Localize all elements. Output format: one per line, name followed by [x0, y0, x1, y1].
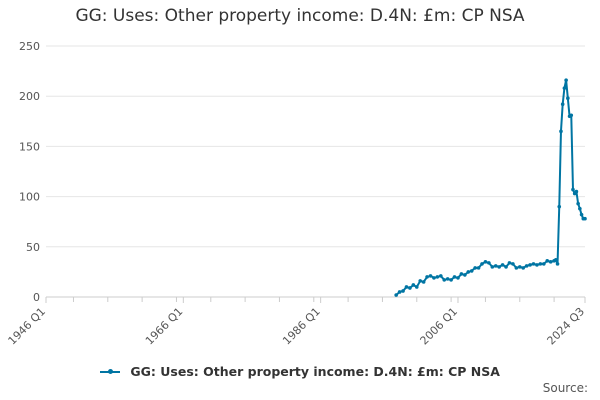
y-tick-label: 100 — [19, 191, 40, 204]
data-point — [583, 216, 587, 221]
y-axis-ticks: 0 50 100 150 200 250 — [19, 40, 40, 304]
data-point — [397, 290, 402, 294]
chart-title: GG: Uses: Other property income: D.4N: £… — [75, 6, 525, 26]
data-point — [579, 212, 584, 217]
y-tick-label: 50 — [26, 241, 40, 254]
series-layer — [394, 78, 587, 297]
data-point — [507, 261, 512, 265]
data-point — [557, 204, 562, 209]
data-point — [408, 286, 412, 290]
data-point — [531, 262, 536, 266]
data-point — [404, 285, 409, 289]
data-point — [452, 275, 457, 279]
data-point — [554, 258, 558, 262]
x-tick-label: 1966 Q1 — [143, 305, 186, 348]
x-tick-label: 2006 Q1 — [418, 305, 461, 348]
data-point — [576, 201, 580, 206]
data-point — [564, 78, 568, 82]
data-point — [469, 269, 474, 273]
grid-lines — [46, 45, 585, 298]
data-point — [421, 280, 426, 284]
data-point — [574, 189, 579, 194]
data-point — [483, 260, 488, 264]
data-point — [473, 266, 477, 270]
y-tick-label: 200 — [19, 90, 40, 103]
data-point — [500, 263, 505, 267]
data-point — [401, 289, 405, 293]
data-point — [497, 265, 501, 269]
data-point — [435, 275, 440, 279]
legend[interactable]: GG: Uses: Other property income: D.4N: £… — [0, 364, 600, 379]
data-point — [535, 263, 539, 267]
data-point — [528, 263, 532, 267]
legend-swatch — [100, 368, 121, 374]
data-point — [480, 262, 484, 266]
legend-label: GG: Uses: Other property income: D.4N: £… — [130, 364, 500, 379]
data-point — [487, 261, 491, 265]
data-point — [566, 96, 570, 101]
data-point — [562, 86, 567, 90]
data-point — [394, 293, 398, 297]
data-point — [476, 266, 481, 270]
data-point — [559, 129, 563, 134]
data-point — [428, 274, 433, 278]
x-tick-label: 2024 Q3 — [545, 305, 588, 348]
data-point — [578, 206, 582, 211]
data-point — [425, 275, 429, 279]
data-point — [545, 259, 550, 263]
x-tick-label: 1986 Q1 — [280, 305, 323, 348]
y-tick-label: 250 — [19, 40, 40, 53]
data-point — [548, 260, 553, 264]
data-point — [542, 262, 546, 266]
data-point — [411, 283, 416, 287]
data-point — [414, 285, 419, 289]
y-tick-label: 0 — [33, 291, 40, 304]
data-point — [442, 278, 447, 282]
data-point — [466, 270, 471, 274]
data-point — [432, 276, 436, 280]
data-point — [490, 265, 495, 269]
data-point — [445, 277, 450, 281]
data-point — [439, 274, 443, 278]
data-point — [456, 276, 460, 280]
data-point — [560, 102, 565, 107]
data-point — [571, 187, 575, 192]
y-tick-label: 150 — [19, 140, 40, 153]
data-point — [463, 273, 467, 277]
data-point — [517, 265, 522, 269]
data-point — [418, 279, 423, 283]
x-tick-label: 1946 Q1 — [6, 305, 49, 348]
data-point — [459, 272, 464, 276]
data-point — [493, 264, 498, 268]
x-axis: 1946 Q1 1966 Q1 1986 Q1 2006 Q1 2024 Q3 — [6, 297, 588, 348]
data-point — [504, 265, 508, 269]
data-point — [514, 266, 519, 270]
data-point — [555, 262, 560, 266]
data-point — [449, 278, 453, 282]
data-point — [569, 113, 574, 118]
data-point — [511, 262, 515, 266]
data-point — [538, 262, 543, 266]
data-point — [524, 264, 529, 268]
source-label: Source: — [542, 381, 588, 395]
data-point — [521, 266, 526, 270]
